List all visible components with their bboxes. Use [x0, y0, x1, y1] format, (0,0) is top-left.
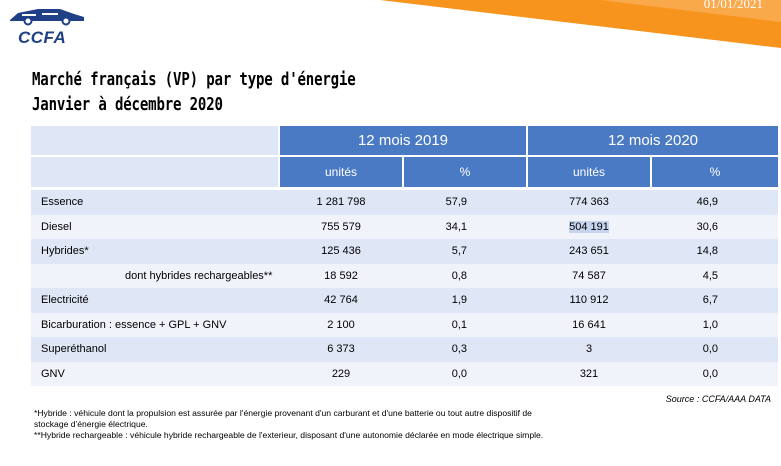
period-header-2020: 12 mois 2020: [526, 126, 778, 157]
pct-2019: 57,9: [403, 188, 527, 215]
period-header-row: 12 mois 2019 12 mois 2020: [31, 126, 778, 157]
units-2019: 42 764: [279, 288, 403, 313]
units-2020: 774 363: [527, 188, 651, 215]
pct-2020: 30,6: [651, 214, 778, 239]
title-line-2: Janvier à décembre 2020: [32, 94, 223, 115]
row-label: Electricité: [31, 288, 279, 313]
pct-2019: 0,3: [403, 337, 527, 362]
pct-2019: 0,8: [403, 263, 527, 288]
units-2020: 321: [527, 361, 651, 386]
units-2019: 2 100: [279, 312, 403, 337]
header-date: 01/01/2021: [703, 0, 763, 11]
units-2020: 243 651: [527, 239, 651, 264]
car-icon: [10, 9, 84, 26]
pct-2020: 46,9: [651, 188, 778, 215]
energy-table: 12 mois 2019 12 mois 2020 unités % unité…: [31, 126, 778, 386]
subheader-blank-cell: [31, 156, 279, 190]
row-label: GNV: [31, 361, 279, 386]
source-note: Source : CCFA/AAA DATA: [665, 394, 771, 404]
units-2020: 3: [527, 337, 651, 362]
row-label: Bicarburation : essence + GPL + GNV: [31, 312, 279, 337]
header-blank-cell: [31, 126, 279, 157]
row-label: Hybrides*: [31, 239, 279, 264]
table-row-hybrides-rechargeables: dont hybrides rechargeables** 18 592 0,8…: [31, 263, 778, 288]
pct-2020: 6,7: [651, 288, 778, 313]
footnotes: *Hybride : véhicule dont la propulsion e…: [34, 408, 554, 441]
table-row-diesel: Diesel 755 579 34,1 504 191 30,6: [31, 214, 778, 239]
units-2019: 6 373: [279, 337, 403, 362]
table-row-essence: Essence 1 281 798 57,9 774 363 46,9: [31, 188, 778, 215]
pct-2019: 5,7: [403, 239, 527, 264]
pct-2019: 0,1: [403, 312, 527, 337]
row-label: Diesel: [31, 214, 279, 239]
units-2020: 110 912: [527, 288, 651, 313]
units-2019: 18 592: [279, 263, 403, 288]
unit-header-row: unités % unités %: [31, 156, 778, 190]
ccfa-logo: CCFA: [8, 4, 86, 47]
units-2019: 229: [279, 361, 403, 386]
footnote-hybride: *Hybride : véhicule dont la propulsion e…: [34, 408, 532, 429]
header-banner: [380, 0, 781, 48]
subheader-units-2020: unités: [526, 156, 651, 190]
pct-2020: 1,0: [651, 312, 778, 337]
pct-2020: 0,0: [651, 361, 778, 386]
units-2020: 74 587: [527, 263, 651, 288]
subheader-pct-2019: %: [402, 156, 527, 190]
subheader-pct-2020: %: [650, 156, 778, 190]
units-2020: 16 641: [527, 312, 651, 337]
pct-2020: 4,5: [651, 263, 778, 288]
period-header-2019: 12 mois 2019: [278, 126, 527, 157]
title-line-1: Marché français (VP) par type d'énergie: [32, 69, 356, 90]
pct-2019: 34,1: [403, 214, 527, 239]
logo-text: CCFA: [18, 28, 67, 47]
pct-2020: 0,0: [651, 337, 778, 362]
table-row-electricite: Electricité 42 764 1,9 110 912 6,7: [31, 288, 778, 313]
pct-2019: 1,9: [403, 288, 527, 313]
units-2019: 755 579: [279, 214, 403, 239]
table-row-bicarburation: Bicarburation : essence + GPL + GNV 2 10…: [31, 312, 778, 337]
table-row-gnv: GNV 229 0,0 321 0,0: [31, 361, 778, 386]
units-2020-selected[interactable]: 504 191: [569, 220, 609, 233]
units-2019: 125 436: [279, 239, 403, 264]
units-2019: 1 281 798: [279, 188, 403, 215]
table-row-hybrides: Hybrides* 125 436 5,7 243 651 14,8: [31, 239, 778, 264]
row-label: Essence: [31, 188, 279, 215]
units-2020-cell[interactable]: 504 191: [527, 214, 651, 239]
subheader-units-2019: unités: [278, 156, 403, 190]
table-row-superethanol: Superéthanol 6 373 0,3 3 0,0: [31, 337, 778, 362]
row-label: Superéthanol: [31, 337, 279, 362]
page-title: Marché français (VP) par type d'énergie …: [32, 67, 447, 117]
pct-2019: 0,0: [403, 361, 527, 386]
pct-2020: 14,8: [651, 239, 778, 264]
footnote-rechargeable: **Hybride rechargeable : véhicule hybrid…: [34, 430, 544, 440]
row-label: dont hybrides rechargeables**: [31, 263, 279, 288]
